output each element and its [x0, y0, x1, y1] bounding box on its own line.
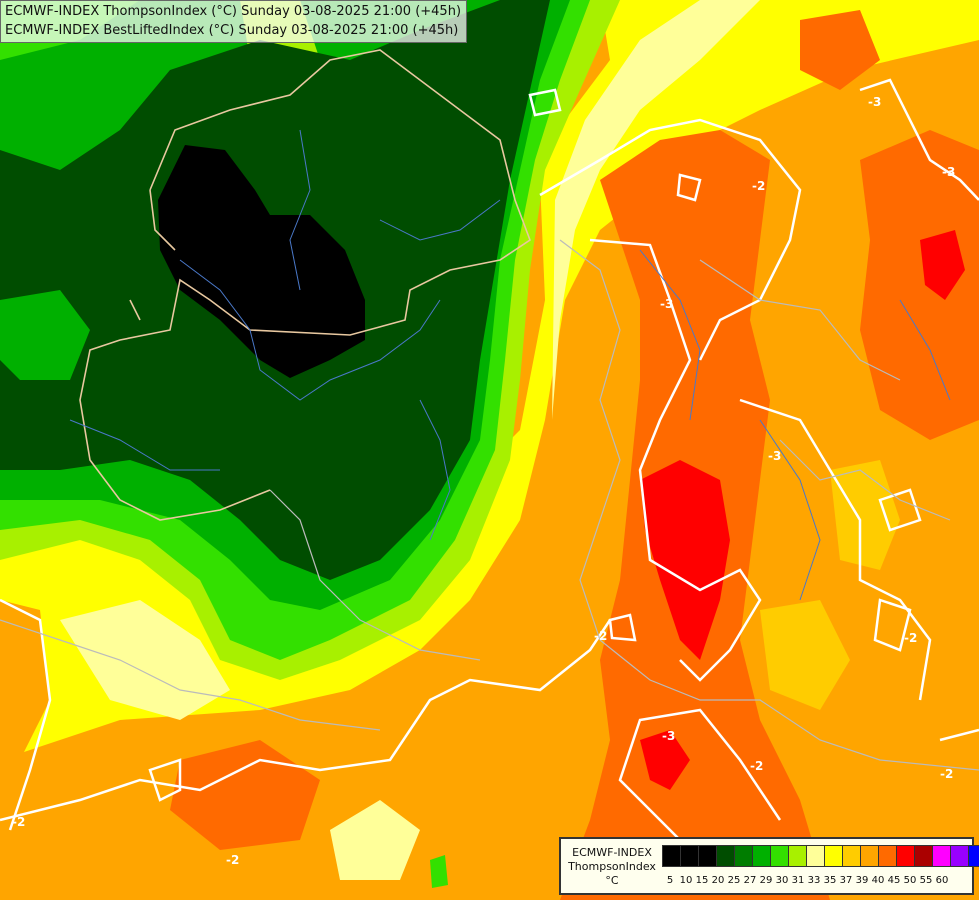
legend-ticks: 5 10 15 20 25 27 29 30 31 33 35 37 39 40 45 50 55 60	[662, 875, 950, 886]
contour-label: -2	[940, 767, 953, 781]
contour-label: -3	[660, 297, 673, 311]
legend-unit: °C	[605, 874, 619, 887]
legend-tick-label: 10	[679, 875, 693, 886]
title-line-thompson-index: ECMWF-INDEX ThompsonIndex (°C) Sunday 03…	[5, 4, 462, 19]
legend-swatch	[716, 845, 735, 867]
legend-tick-label: 20	[711, 875, 725, 886]
title-line-best-lifted-index: ECMWF-INDEX BestLiftedIndex (°C) Sunday …	[5, 23, 459, 38]
contour-label: -2	[752, 179, 765, 193]
legend-model: ECMWF-INDEX	[572, 846, 652, 859]
legend-swatch	[914, 845, 933, 867]
legend-swatch	[824, 845, 843, 867]
legend-swatch	[860, 845, 879, 867]
legend-tick-label: 40	[871, 875, 885, 886]
legend-tick-label: 25	[727, 875, 741, 886]
legend-tick-label: 30	[775, 875, 789, 886]
legend-swatch	[932, 845, 951, 867]
legend-swatch	[662, 845, 681, 867]
legend-tick-label: 35	[823, 875, 837, 886]
contour-label: -3	[768, 449, 781, 463]
color-legend: ECMWF-INDEX ThompsonIndex °C 5 10 15 20 25 27…	[559, 837, 979, 895]
legend-tick-label: 33	[807, 875, 821, 886]
legend-swatch	[842, 845, 861, 867]
legend-tick-label: 31	[791, 875, 805, 886]
contour-label: -2	[12, 815, 25, 829]
legend-swatch	[896, 845, 915, 867]
legend-swatch	[734, 845, 753, 867]
legend-swatch	[806, 845, 825, 867]
legend-parameter: ThompsonIndex	[568, 860, 656, 873]
contour-label: -3	[868, 95, 881, 109]
legend-swatch	[770, 845, 789, 867]
legend-swatches	[662, 845, 979, 867]
contour-label: -2	[226, 853, 239, 867]
legend-tick-label: 60	[935, 875, 949, 886]
contour-label: -3	[662, 729, 675, 743]
legend-tick-label: 50	[903, 875, 917, 886]
legend-tick-label: 45	[887, 875, 901, 886]
legend-swatch	[788, 845, 807, 867]
legend-swatch	[878, 845, 897, 867]
legend-swatch	[752, 845, 771, 867]
map-title-box: ECMWF-INDEX ThompsonIndex (°C) Sunday 03…	[0, 0, 468, 43]
contour-label: -3	[942, 165, 955, 179]
contour-label: -2	[750, 759, 763, 773]
legend-swatch	[698, 845, 717, 867]
contour-label: -2	[594, 629, 607, 643]
legend-tick-label: 39	[855, 875, 869, 886]
legend-tick-label: 55	[919, 875, 933, 886]
legend-tick-label: 15	[695, 875, 709, 886]
legend-tick-label: 5	[666, 875, 674, 886]
legend-tick-label: 37	[839, 875, 853, 886]
legend-tick-label: 27	[743, 875, 757, 886]
legend-title: ECMWF-INDEX ThompsonIndex °C	[565, 846, 659, 888]
contour-label: -2	[904, 631, 917, 645]
legend-tick-label: 29	[759, 875, 773, 886]
legend-swatch	[680, 845, 699, 867]
legend-swatch	[950, 845, 969, 867]
legend-swatch	[968, 845, 979, 867]
